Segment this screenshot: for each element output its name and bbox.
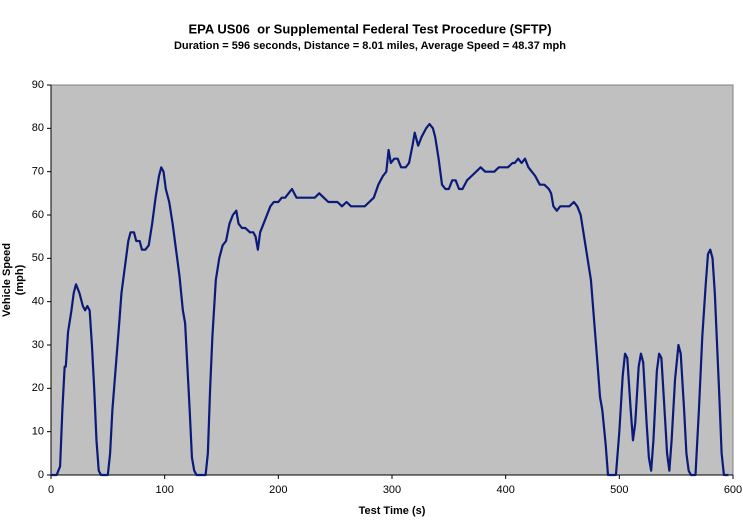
- x-tick-label: 300: [383, 484, 401, 496]
- chart-title: EPA US06 or Supplemental Federal Test Pr…: [188, 21, 551, 36]
- y-tick-label: 90: [32, 79, 44, 91]
- chart-subtitle: Duration = 596 seconds, Distance = 8.01 …: [174, 40, 566, 52]
- y-tick-label: 70: [32, 166, 44, 178]
- plot-area: [50, 84, 734, 476]
- x-tick-label: 200: [269, 484, 287, 496]
- y-axis-label: (mph): [14, 264, 26, 295]
- y-tick-label: 80: [32, 122, 44, 134]
- speed-line: [51, 122, 729, 477]
- y-tick-label: 50: [32, 252, 44, 264]
- y-axis-label: Vehicle Speed: [1, 243, 13, 317]
- y-tick-label: 60: [32, 209, 44, 221]
- y-tick-label: 0: [38, 469, 44, 481]
- x-axis-label: Test Time (s): [359, 505, 426, 517]
- x-tick-label: 600: [724, 484, 742, 496]
- x-tick-label: 400: [496, 484, 514, 496]
- x-tick-label: 500: [610, 484, 628, 496]
- y-tick-label: 30: [32, 339, 44, 351]
- y-tick-label: 10: [32, 426, 44, 438]
- y-tick-label: 20: [32, 382, 44, 394]
- x-tick-label: 100: [155, 484, 173, 496]
- x-tick-label: 0: [48, 484, 54, 496]
- y-tick-label: 40: [32, 296, 44, 308]
